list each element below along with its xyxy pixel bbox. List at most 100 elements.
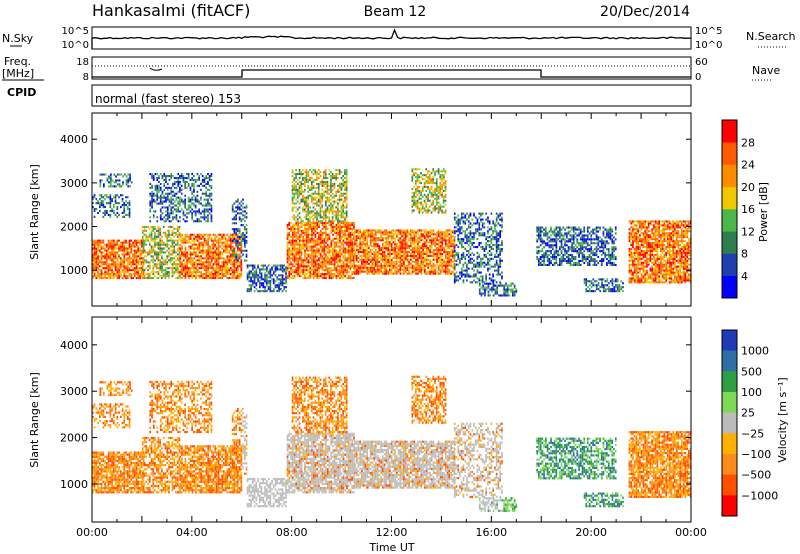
power-cell bbox=[133, 249, 136, 252]
power-cell bbox=[357, 260, 360, 263]
power-cell bbox=[344, 225, 346, 228]
power-cell bbox=[349, 269, 352, 272]
power-cell bbox=[328, 192, 331, 195]
power-cell bbox=[168, 178, 171, 181]
power-cell bbox=[415, 180, 417, 183]
power-cell bbox=[337, 184, 339, 187]
power-cell bbox=[126, 261, 129, 264]
power-cell bbox=[214, 269, 216, 272]
power-cell bbox=[312, 271, 315, 274]
power-cell bbox=[340, 247, 343, 250]
power-cell bbox=[193, 194, 195, 197]
power-cell bbox=[92, 253, 94, 256]
power-cell bbox=[180, 177, 183, 180]
power-cell bbox=[179, 188, 181, 191]
power-cell bbox=[104, 257, 106, 260]
power-cell bbox=[333, 225, 336, 228]
power-cell bbox=[415, 251, 417, 254]
power-cell bbox=[401, 264, 403, 267]
power-cell bbox=[305, 273, 308, 276]
power-cell bbox=[387, 262, 389, 265]
power-cell bbox=[371, 249, 374, 252]
power-cell bbox=[137, 269, 140, 272]
power-cell bbox=[298, 221, 301, 224]
power-cell bbox=[295, 202, 297, 205]
power-cell bbox=[436, 239, 438, 242]
power-cell bbox=[310, 186, 313, 189]
power-cell bbox=[221, 263, 223, 266]
power-cell bbox=[194, 206, 197, 209]
power-cell bbox=[380, 229, 382, 232]
power-cell bbox=[186, 273, 188, 276]
power-cell bbox=[397, 247, 400, 250]
power-cell bbox=[116, 241, 119, 244]
power-cell bbox=[269, 288, 272, 291]
power-cell bbox=[376, 256, 379, 259]
power-cell bbox=[217, 247, 220, 250]
power-cell bbox=[93, 273, 96, 276]
power-cell bbox=[417, 247, 419, 250]
power-cell bbox=[396, 266, 398, 269]
power-cell bbox=[300, 198, 303, 201]
power-cell bbox=[385, 266, 388, 269]
power-cell bbox=[207, 218, 209, 221]
power-cell bbox=[399, 264, 402, 267]
power-cell bbox=[255, 282, 258, 285]
power-cell bbox=[339, 239, 341, 242]
power-cell bbox=[189, 253, 192, 256]
power-cell bbox=[93, 208, 96, 211]
power-cell bbox=[123, 204, 126, 207]
power-cell bbox=[114, 194, 117, 197]
power-cell bbox=[207, 241, 209, 244]
power-cell bbox=[418, 249, 421, 252]
power-cell bbox=[410, 245, 412, 248]
power-cell bbox=[100, 239, 103, 242]
power-cell bbox=[240, 241, 243, 244]
power-cell bbox=[321, 235, 324, 238]
power-cell bbox=[230, 269, 232, 272]
power-cell bbox=[342, 255, 345, 258]
power-cell bbox=[342, 208, 344, 211]
power-cell bbox=[141, 231, 144, 234]
power-cell bbox=[180, 192, 183, 195]
power-cell bbox=[230, 239, 232, 242]
power-cell bbox=[100, 275, 103, 278]
power-cell bbox=[209, 257, 211, 260]
power-cell bbox=[151, 175, 153, 178]
power-cell bbox=[337, 259, 339, 262]
power-cell bbox=[323, 175, 325, 178]
power-cell bbox=[404, 268, 407, 271]
power-cell bbox=[298, 253, 301, 256]
power-cell bbox=[226, 233, 229, 236]
power-cell bbox=[312, 196, 315, 199]
power-cell bbox=[437, 251, 440, 254]
power-cell bbox=[319, 275, 322, 278]
power-cell bbox=[437, 260, 440, 263]
power-cell bbox=[354, 237, 356, 240]
power-cell bbox=[179, 257, 182, 260]
power-cell bbox=[252, 280, 254, 283]
power-cell bbox=[240, 208, 243, 211]
power-cell bbox=[340, 184, 343, 187]
power-cell bbox=[99, 265, 101, 268]
power-cell bbox=[182, 180, 185, 183]
power-cell bbox=[120, 257, 122, 260]
power-cell bbox=[116, 251, 119, 254]
power-cell bbox=[312, 221, 315, 224]
power-cell bbox=[378, 237, 381, 240]
power-cell bbox=[354, 235, 356, 238]
power-cell bbox=[259, 280, 261, 283]
power-cell bbox=[302, 208, 304, 211]
power-cell bbox=[300, 173, 303, 176]
power-cell bbox=[196, 243, 199, 246]
power-cell bbox=[385, 245, 388, 248]
power-cell bbox=[188, 241, 190, 244]
power-cell bbox=[128, 202, 131, 205]
power-cell bbox=[157, 253, 160, 256]
power-cell bbox=[279, 288, 282, 291]
power-cell bbox=[355, 245, 358, 248]
power-cell bbox=[226, 277, 229, 280]
power-cell bbox=[154, 227, 156, 230]
power-cell bbox=[116, 271, 119, 274]
power-cell bbox=[205, 190, 207, 193]
